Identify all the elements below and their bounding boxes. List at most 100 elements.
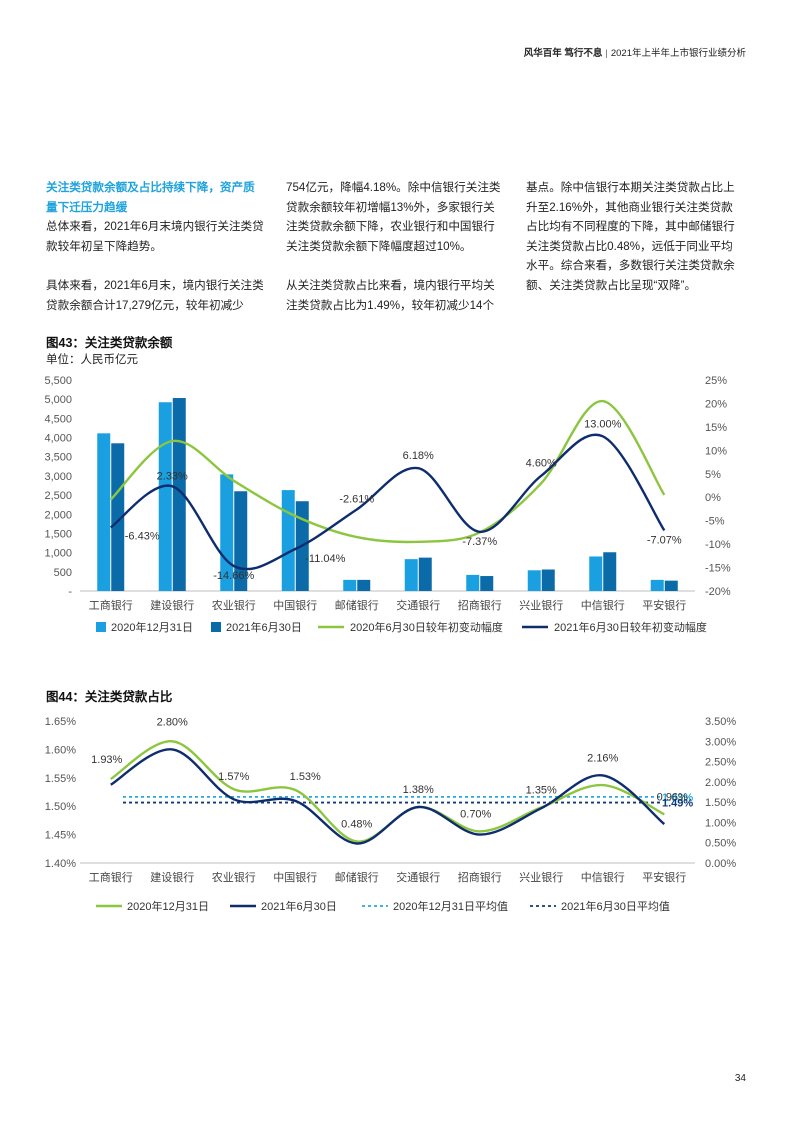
y-axis-tick-label: - bbox=[68, 586, 72, 598]
bar-2021 bbox=[418, 557, 432, 591]
y-axis-tick-label: 2,000 bbox=[44, 509, 72, 521]
y2-axis-tick-label: 25% bbox=[705, 375, 727, 387]
legend-swatch-2021 bbox=[211, 622, 221, 632]
bar-2021 bbox=[234, 491, 248, 591]
avg-label-2020: 1.63% bbox=[662, 792, 693, 804]
paragraph: 基点。除中信银行本期关注类贷款占比上升至2.16%外，其他商业银行关注类贷款占比… bbox=[526, 181, 735, 292]
legend-label: 2021年6月30日 bbox=[226, 620, 302, 634]
y2-axis-tick-label: -15% bbox=[705, 563, 731, 575]
data-label: 1.57% bbox=[218, 771, 249, 783]
x-axis-tick-label: 交通银行 bbox=[396, 598, 440, 612]
bar-2021 bbox=[111, 443, 125, 591]
x-axis-tick-label: 平安银行 bbox=[642, 870, 686, 884]
y-axis-tick-label: 5,000 bbox=[44, 394, 72, 406]
data-label: 4.60% bbox=[526, 458, 557, 470]
y2-axis-tick-label: -10% bbox=[705, 539, 731, 551]
legend-label: 2020年6月30日较年初变动幅度 bbox=[350, 620, 503, 634]
data-label: 13.00% bbox=[584, 418, 622, 430]
header-separator: | bbox=[605, 48, 608, 59]
bar-2020 bbox=[404, 559, 418, 591]
x-axis-tick-label: 建设银行 bbox=[150, 598, 194, 612]
data-label: 2.80% bbox=[157, 716, 188, 728]
data-label: -6.43% bbox=[125, 530, 160, 542]
legend-label: 2021年6月30日 bbox=[261, 899, 337, 913]
x-axis-tick-label: 建设银行 bbox=[150, 870, 194, 884]
legend-label: 2021年6月30日较年初变动幅度 bbox=[554, 620, 707, 634]
header-brand: 风华百年 笃行不息 bbox=[523, 48, 603, 59]
bar-2020 bbox=[650, 579, 664, 591]
y2-axis-tick-label: 1.50% bbox=[705, 797, 736, 809]
x-axis-tick-label: 兴业银行 bbox=[519, 870, 563, 884]
bar-2020 bbox=[158, 402, 172, 591]
bar-2020 bbox=[589, 556, 603, 591]
x-axis-tick-label: 交通银行 bbox=[396, 870, 440, 884]
data-label: -7.07% bbox=[647, 534, 682, 546]
x-axis-tick-label: 工商银行 bbox=[89, 870, 133, 884]
y-axis-tick-label: 1,500 bbox=[44, 528, 72, 540]
section-heading: 关注类贷款余额及占比持续下降，资产质量下迁压力趋缓 bbox=[46, 181, 255, 214]
legend-label: 2020年12月31日 bbox=[111, 620, 193, 634]
legend-label: 2021年6月30日平均值 bbox=[561, 899, 670, 913]
paragraph: 具体来看，2021年6月末，境内银行关注类贷款余额合计17,279亿元，较年初减… bbox=[46, 278, 264, 312]
y2-axis-tick-label: 0% bbox=[705, 492, 721, 504]
y-axis-tick-label: 1.55% bbox=[45, 773, 76, 785]
bar-2020 bbox=[220, 474, 234, 591]
data-label: -14.66% bbox=[213, 570, 254, 582]
chart-43-concern-loan-balance: - 500 1,000 1,500 2,000 2,500 3,000 3,500 4,000 4… bbox=[44, 375, 731, 634]
bar-2021 bbox=[664, 580, 678, 591]
data-label: -7.37% bbox=[462, 536, 497, 548]
data-label: 1.93% bbox=[91, 754, 122, 766]
x-axis-tick-label: 中信银行 bbox=[581, 598, 625, 612]
legend-label: 2020年12月31日平均值 bbox=[393, 899, 508, 913]
y-axis-tick-label: 1.65% bbox=[45, 716, 76, 728]
y2-axis-tick-label: 2.50% bbox=[705, 757, 736, 769]
y-axis-tick-label: 500 bbox=[54, 567, 72, 579]
data-label: 2.33% bbox=[157, 470, 188, 482]
x-axis-tick-label: 兴业银行 bbox=[519, 598, 563, 612]
data-label: 0.96% bbox=[657, 791, 688, 803]
y2-axis-tick-label: 0.00% bbox=[705, 858, 736, 870]
legend-label: 2020年12月31日 bbox=[127, 899, 209, 913]
y-axis-tick-label: 3,000 bbox=[44, 471, 72, 483]
bar-2021 bbox=[172, 398, 186, 591]
y2-axis-tick-label: 1.00% bbox=[705, 817, 736, 829]
text-column-3: 基点。除中信银行本期关注类贷款占比上升至2.16%外，其他商业银行关注类贷款占比… bbox=[526, 178, 744, 296]
y2-axis-tick-label: 2.00% bbox=[705, 777, 736, 789]
data-label: 1.53% bbox=[290, 771, 321, 783]
series-line-2021 bbox=[110, 748, 666, 845]
paragraph: 从关注类贷款占比来看，境内银行平均关注类贷款占比为1.49%，较年初减少14个 bbox=[286, 278, 495, 312]
paragraph: 754亿元，降幅4.18%。除中信银行关注类贷款余额较年初增幅13%外，多家银行… bbox=[286, 181, 501, 253]
bar-2020 bbox=[343, 579, 357, 591]
x-axis-tick-label: 招商银行 bbox=[458, 870, 502, 884]
bar-2020 bbox=[281, 490, 295, 591]
x-axis-tick-label: 农业银行 bbox=[212, 870, 256, 884]
x-axis-tick-label: 平安银行 bbox=[642, 598, 686, 612]
bar-2020 bbox=[527, 570, 541, 591]
y2-axis-tick-label: 3.00% bbox=[705, 736, 736, 748]
text-column-2: 754亿元，降幅4.18%。除中信银行关注类贷款余额较年初增幅13%外，多家银行… bbox=[286, 178, 504, 315]
data-label: 6.18% bbox=[403, 450, 434, 462]
y-axis-tick-label: 1.40% bbox=[45, 858, 76, 870]
y-axis-tick-label: 1.50% bbox=[45, 801, 76, 813]
header-subtitle: 2021年上半年上市银行业绩分析 bbox=[610, 48, 746, 59]
page-header: 风华百年 笃行不息 | 2021年上半年上市银行业绩分析 bbox=[524, 45, 746, 59]
legend-swatch-2020 bbox=[96, 622, 106, 632]
y2-axis-tick-label: 0.50% bbox=[705, 838, 736, 850]
x-axis-tick-label: 招商银行 bbox=[458, 598, 502, 612]
data-label: 2.16% bbox=[587, 752, 618, 764]
data-label: 0.48% bbox=[341, 818, 372, 830]
bar-2021 bbox=[357, 579, 371, 591]
y2-axis-tick-label: 5% bbox=[705, 469, 721, 481]
y-axis-tick-label: 4,500 bbox=[44, 413, 72, 425]
x-axis-tick-label: 农业银行 bbox=[212, 598, 256, 612]
y-axis-tick-label: 1,000 bbox=[44, 548, 72, 560]
text-column-1: 关注类贷款余额及占比持续下降，资产质量下迁压力趋缓 总体来看，2021年6月末境… bbox=[46, 178, 264, 315]
data-label: 0.70% bbox=[460, 808, 491, 820]
y-axis-tick-label: 3,500 bbox=[44, 452, 72, 464]
y2-axis-tick-label: 3.50% bbox=[705, 716, 736, 728]
avg-label-2021: 1.49% bbox=[662, 798, 693, 810]
y-axis-tick-label: 1.45% bbox=[45, 830, 76, 842]
data-label: 1.35% bbox=[526, 784, 557, 796]
y-axis-tick-label: 5,500 bbox=[44, 375, 72, 387]
x-axis-tick-label: 中国银行 bbox=[273, 870, 317, 884]
